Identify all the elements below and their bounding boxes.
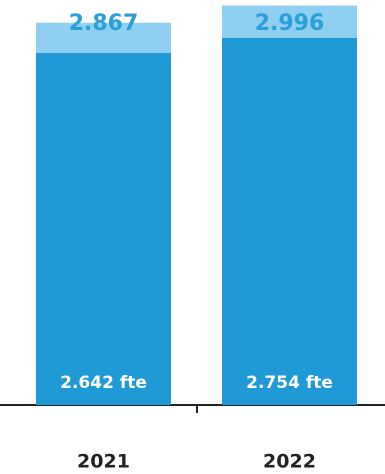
bar-segment <box>222 5 357 38</box>
total-label: 2.867 <box>69 11 139 36</box>
bar-segment <box>36 52 171 405</box>
x-tick-label: 2022 <box>263 451 316 473</box>
data-label: 2.754 fte <box>246 373 333 393</box>
total-label: 2.996 <box>255 11 325 36</box>
data-label: 2.642 fte <box>60 373 147 393</box>
bar-segment <box>36 22 171 53</box>
x-tick-label: 2021 <box>77 451 130 473</box>
bar-segment <box>222 37 357 406</box>
